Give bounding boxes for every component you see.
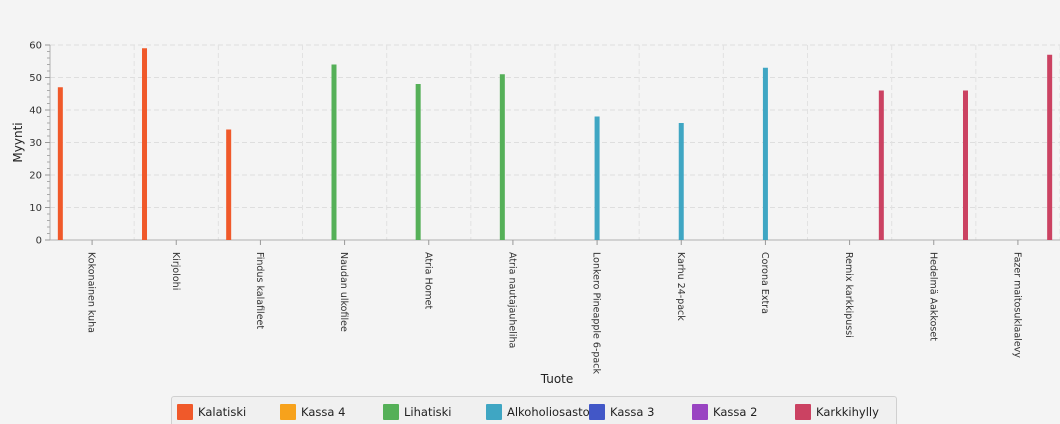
y-axis-title: Myynti xyxy=(11,122,25,162)
x-tick-label: Naudan ulkofilee xyxy=(338,252,349,332)
y-tick-label: 30 xyxy=(29,138,42,149)
legend-label: Karkkihylly xyxy=(816,404,879,419)
x-tick-label: Findus kalafileet xyxy=(254,252,265,329)
legend-label: Kassa 2 xyxy=(713,404,758,419)
legend-item: Alkoholiosasto xyxy=(486,403,590,420)
bar-alkoholiosasto xyxy=(678,123,684,240)
x-tick-label: Hedelmä Aakkoset xyxy=(927,252,938,341)
legend-item: Kassa 2 xyxy=(692,403,757,420)
y-tick-label: 50 xyxy=(29,73,42,84)
bar-karkkihylly xyxy=(878,90,884,240)
x-axis-title: Tuote xyxy=(540,372,574,386)
legend-label: Kassa 4 xyxy=(301,404,346,419)
y-tick-label: 40 xyxy=(29,106,42,117)
legend-swatch xyxy=(383,403,399,420)
legend-label: Kalatiski xyxy=(198,404,247,419)
y-tick-label: 0 xyxy=(36,236,42,247)
y-tick-label: 20 xyxy=(29,171,42,182)
legend-item: Karkkihylly xyxy=(795,403,879,420)
bar-alkoholiosasto xyxy=(762,67,768,240)
y-tick-label: 60 xyxy=(29,41,42,52)
gridlines xyxy=(50,44,1060,241)
y-tick-label: 10 xyxy=(29,203,42,214)
legend-item: Kassa 3 xyxy=(589,403,654,420)
x-tick-label: Lonkero Pineapple 6-pack xyxy=(591,252,602,374)
legend-swatch xyxy=(280,403,296,420)
bars xyxy=(57,48,1053,240)
legend-item: Lihatiski xyxy=(383,403,452,420)
legend-swatch xyxy=(692,403,708,420)
bar-karkkihylly xyxy=(962,90,968,240)
bar-kalatiski xyxy=(142,48,148,240)
legend-swatch xyxy=(486,403,502,420)
x-tick-label: Karhu 24-pack xyxy=(675,252,686,321)
legend-swatch xyxy=(589,403,605,420)
legend-label: Alkoholiosasto xyxy=(507,404,590,419)
x-tick-label: Remix karkkipussi xyxy=(843,252,854,338)
bar-karkkihylly xyxy=(1047,54,1053,240)
legend-swatch xyxy=(795,403,811,420)
x-tick-label: Atria nautajauheliha xyxy=(506,252,517,348)
bar-lihatiski xyxy=(331,64,337,240)
x-tick-label: Atria Homet xyxy=(422,252,433,309)
bar-kalatiski xyxy=(226,129,232,240)
x-tick-label: Fazer maitosuklaalevy xyxy=(1011,252,1022,358)
x-tick-label: Kokonainen kuha xyxy=(86,252,97,333)
legend-label: Lihatiski xyxy=(404,404,452,419)
bar-kalatiski xyxy=(57,87,63,240)
legend-label: Kassa 3 xyxy=(610,404,655,419)
x-tick-label: Corona Extra xyxy=(759,252,770,314)
bar-lihatiski xyxy=(415,84,421,240)
x-tick-label: Kirjolohi xyxy=(170,252,181,290)
legend-item: Kalatiski xyxy=(177,403,246,420)
legend-swatch xyxy=(177,403,193,420)
bar-lihatiski xyxy=(499,74,505,240)
bar-alkoholiosasto xyxy=(594,116,600,240)
chart-legend: Kalatiski Kassa 4 Lihatiski Alkoholiosasto K… xyxy=(171,396,897,424)
legend-item: Kassa 4 xyxy=(280,403,345,420)
